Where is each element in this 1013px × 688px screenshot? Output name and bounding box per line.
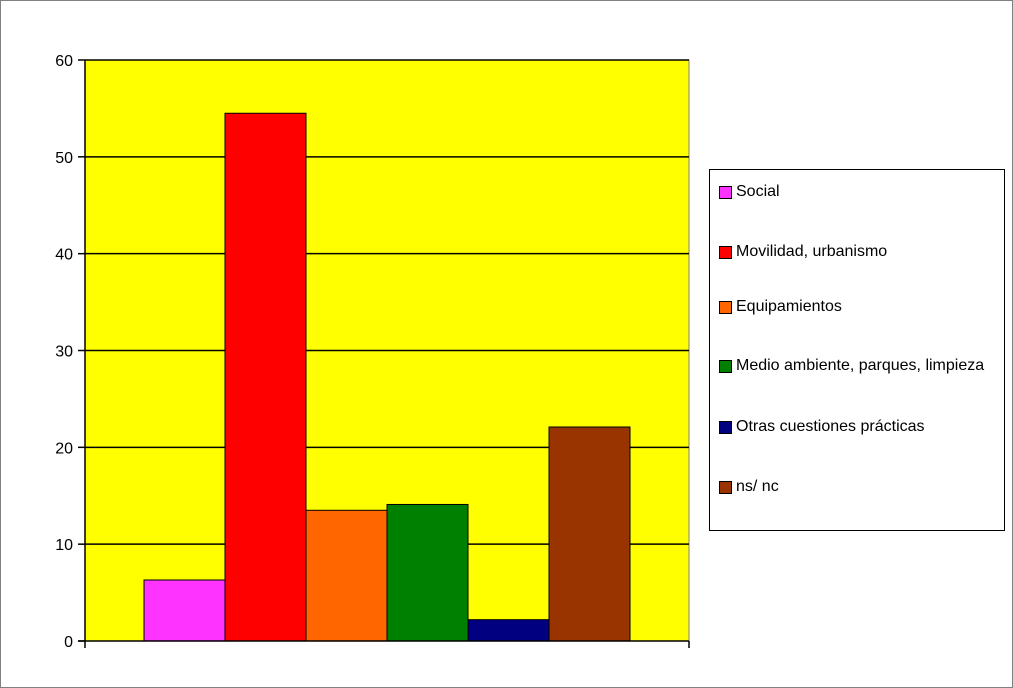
bar-ns-nc xyxy=(548,426,631,642)
bar-equipamientos xyxy=(305,509,388,642)
legend-label: Otras cuestiones prácticas xyxy=(736,418,925,435)
legend: Social Movilidad, urbanismo Equipamientos M… xyxy=(709,169,1005,531)
bar-movilidad-urbanismo xyxy=(224,112,307,642)
y-tick-label: 30 xyxy=(55,344,73,361)
bar-social xyxy=(143,579,226,642)
bar-otras-cuestiones-pr-cticas xyxy=(467,619,550,642)
legend-item: Movilidad, urbanismo xyxy=(719,242,1003,262)
y-tick-label: 50 xyxy=(55,150,73,167)
legend-label: Movilidad, urbanismo xyxy=(736,243,888,260)
legend-swatch xyxy=(719,301,732,314)
bars xyxy=(143,112,631,642)
legend-label: Medio ambiente, parques, limpieza xyxy=(736,357,985,374)
legend-swatch xyxy=(719,481,732,494)
y-tick-label: 20 xyxy=(55,440,73,457)
legend-swatch xyxy=(719,186,732,199)
legend-label: ns/ nc xyxy=(736,478,779,495)
legend-swatch xyxy=(719,360,732,373)
legend-label: Social xyxy=(736,183,780,200)
legend-item: Equipamientos xyxy=(719,297,1003,317)
legend-item: Medio ambiente, parques, limpieza xyxy=(719,356,1003,376)
y-tick-label: 40 xyxy=(55,247,73,264)
legend-swatch xyxy=(719,246,732,259)
y-tick-label: 60 xyxy=(55,53,73,70)
legend-label: Equipamientos xyxy=(736,298,842,315)
bar-medio-ambiente-parques-limpieza xyxy=(386,503,469,642)
y-tick-label: 10 xyxy=(55,537,73,554)
legend-item: ns/ nc xyxy=(719,477,1003,497)
legend-swatch xyxy=(719,421,732,434)
y-axis-ticks: 0 10 20 30 40 50 60 xyxy=(55,53,85,651)
legend-item: Otras cuestiones prácticas xyxy=(719,417,1003,437)
legend-item: Social xyxy=(719,182,1003,202)
y-tick-label: 0 xyxy=(64,634,73,651)
